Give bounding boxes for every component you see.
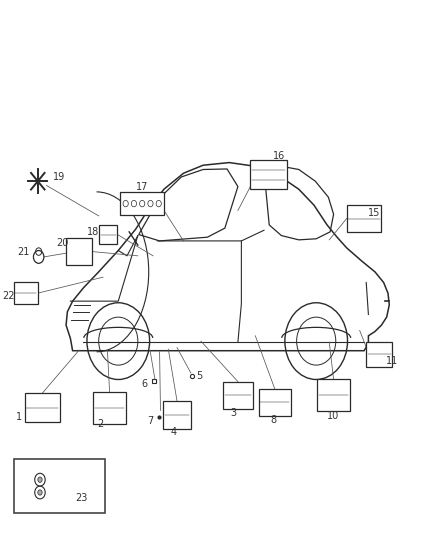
Bar — [14, 282, 38, 304]
Text: 23: 23 — [75, 493, 88, 503]
Text: 3: 3 — [230, 408, 237, 418]
Circle shape — [38, 477, 42, 482]
Bar — [258, 389, 291, 416]
Bar — [93, 392, 126, 424]
Text: 19: 19 — [53, 172, 65, 182]
Text: 11: 11 — [386, 357, 398, 366]
Circle shape — [38, 490, 42, 495]
Text: 18: 18 — [87, 227, 99, 237]
Bar — [25, 393, 60, 422]
Text: 16: 16 — [273, 151, 285, 161]
Text: 2: 2 — [98, 419, 104, 429]
Bar — [366, 342, 392, 367]
Bar — [317, 379, 350, 411]
Text: 17: 17 — [136, 182, 149, 192]
Text: 8: 8 — [271, 415, 277, 425]
Text: 15: 15 — [368, 208, 381, 218]
Text: 22: 22 — [3, 291, 15, 301]
Bar — [66, 238, 92, 265]
Text: 20: 20 — [57, 238, 69, 247]
Text: 4: 4 — [171, 427, 177, 438]
Text: 1: 1 — [16, 412, 22, 422]
Bar — [120, 192, 164, 215]
Bar — [99, 225, 117, 244]
Text: 6: 6 — [142, 379, 148, 389]
Text: 10: 10 — [327, 411, 339, 422]
Text: 5: 5 — [197, 371, 203, 381]
Bar — [163, 401, 191, 429]
Bar — [14, 459, 105, 513]
Text: 7: 7 — [147, 416, 153, 426]
Text: 21: 21 — [18, 247, 30, 256]
Bar — [346, 205, 381, 232]
Bar — [250, 160, 287, 189]
Bar — [223, 382, 253, 409]
